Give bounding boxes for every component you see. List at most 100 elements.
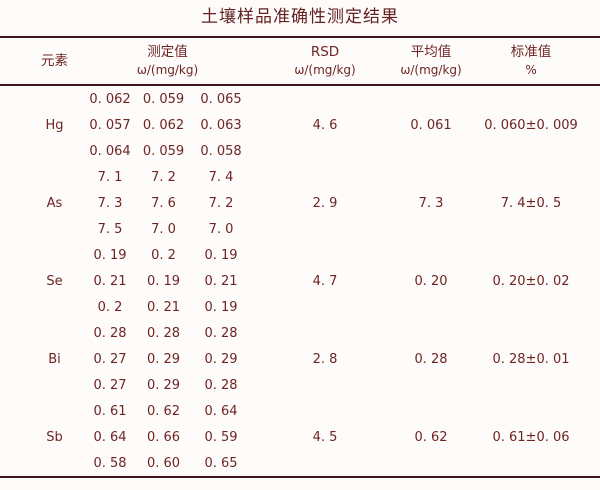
measured-value-cell: 0. 60 [146,455,181,471]
measured-value-cell: 0. 29 [204,351,238,367]
measured-value-cell: 0. 2 [151,247,176,263]
measured-value-cell: 0. 2 [97,299,123,315]
table-header: 元素 测定值 ω/(mg/kg) RSD ω/(mg/kg) 平均值 ω/(mg… [0,37,600,85]
header-average-label: 平均值 [410,44,452,60]
table-row: As 7. 1 7. 2 7. 4 2. 9 7. 3 7. 4±0. 5 [0,164,600,211]
header-standard: 标准值 % [462,37,600,85]
header-average: 平均值 ω/(mg/kg) [400,37,462,85]
table-row: 0. 27 0. 29 0. 28 [0,372,600,398]
element-cell: As [46,195,63,211]
measured-value-cell: 0. 29 [146,377,181,393]
measured-value-cell: 0. 058 [200,143,242,159]
standard-cell: 0. 61±0. 06 [492,429,570,445]
measured-value-cell: 0. 59 [204,429,238,445]
measured-value-cell: 0. 062 [89,91,131,107]
measured-value-cell: 0. 064 [89,143,131,159]
table-row: Sb 0. 61 0. 62 0. 64 4. 5 0. 62 0. 61±0.… [0,398,600,445]
measured-value-cell: 0. 19 [146,273,181,289]
average-cell: 7. 3 [418,195,444,211]
measured-value-cell: 0. 27 [93,377,127,393]
standard-cell: 0. 28±0. 01 [492,351,570,367]
element-cell: Hg [45,117,64,133]
table-row: 0. 58 0. 60 0. 65 [0,450,600,477]
header-element: 元素 [0,37,85,85]
element-cell: Bi [48,351,61,367]
measured-value-cell: 7. 2 [208,195,234,211]
measured-value-cell: 0. 28 [146,325,181,341]
element-cell: Sb [46,429,63,445]
rsd-cell: 4. 6 [312,117,338,133]
average-cell: 0. 20 [414,273,448,289]
rsd-cell: 2. 8 [312,351,338,367]
average-cell: 0. 061 [410,117,452,133]
measured-value-cell: 0. 29 [146,351,181,367]
rsd-cell: 2. 9 [312,195,338,211]
measured-value-cell: 0. 61 [93,403,127,419]
measured-value-cell: 0. 58 [93,455,127,471]
results-table: 元素 测定值 ω/(mg/kg) RSD ω/(mg/kg) 平均值 ω/(mg… [0,36,600,478]
measured-value-cell: 0. 66 [146,429,181,445]
rsd-cell: 4. 7 [312,273,338,289]
header-rsd-unit: ω/(mg/kg) [294,63,356,77]
header-average-unit: ω/(mg/kg) [400,63,462,77]
measured-value-cell: 0. 21 [93,273,127,289]
measured-value-cell: 7. 4 [208,169,234,185]
header-standard-unit: % [525,63,537,77]
standard-cell: 0. 060±0. 009 [484,117,578,133]
header-row: 元素 测定值 ω/(mg/kg) RSD ω/(mg/kg) 平均值 ω/(mg… [0,37,600,85]
measured-value-cell: 0. 62 [146,403,181,419]
measured-value-cell: 0. 19 [204,247,238,263]
header-measured-label: 测定值 [147,44,188,60]
header-rsd-label: RSD [310,44,340,60]
average-cell: 0. 62 [414,429,448,445]
measured-value-cell: 7. 0 [151,221,176,237]
header-standard-label: 标准值 [510,44,552,60]
measured-value-cell: 7. 3 [97,195,123,211]
measured-value-cell: 0. 19 [93,247,127,263]
table-body: Hg 0. 062 0. 059 0. 065 4. 6 0. 061 0. 0… [0,85,600,477]
table-row: 7. 5 7. 0 7. 0 [0,216,600,242]
table-row: 0. 057 0. 062 0. 063 [0,112,600,138]
standard-cell: 7. 4±0. 5 [500,195,562,211]
average-cell: 0. 28 [414,351,448,367]
measured-value-cell: 7. 2 [151,169,176,185]
measured-value-cell: 7. 1 [97,169,123,185]
measured-value-cell: 0. 28 [204,377,238,393]
measured-value-cell: 0. 28 [204,325,238,341]
measured-value-cell: 0. 64 [93,429,127,445]
measured-value-cell: 0. 21 [204,273,238,289]
table-row: 0. 2 0. 21 0. 19 [0,294,600,320]
table-row: 0. 64 0. 66 0. 59 [0,424,600,450]
measured-value-cell: 0. 062 [142,117,185,133]
table-row: Hg 0. 062 0. 059 0. 065 4. 6 0. 061 0. 0… [0,85,600,133]
measured-value-cell: 0. 64 [204,403,238,419]
measured-value-cell: 0. 063 [200,117,242,133]
measured-value-cell: 0. 65 [204,455,238,471]
measured-value-cell: 0. 19 [204,299,238,315]
measured-value-cell: 0. 059 [142,91,185,107]
standard-cell: 0. 20±0. 02 [492,273,570,289]
measured-value-cell: 0. 059 [142,143,185,159]
measured-value-cell: 0. 27 [93,351,127,367]
measured-value-cell: 0. 057 [89,117,131,133]
measured-value-cell: 7. 0 [208,221,234,237]
table-row: 0. 21 0. 19 0. 21 [0,268,600,294]
table-title: 土壤样品准确性测定结果 [201,7,399,27]
header-rsd: RSD ω/(mg/kg) [250,37,400,85]
table-row: 7. 3 7. 6 7. 2 [0,190,600,216]
measured-value-cell: 7. 6 [151,195,176,211]
header-measured-unit: ω/(mg/kg) [136,63,199,77]
table-row: 0. 064 0. 059 0. 058 [0,138,600,164]
table-row: Bi 0. 28 0. 28 0. 28 2. 8 0. 28 0. 28±0.… [0,320,600,367]
element-cell: Se [46,273,63,289]
measured-value-cell: 0. 065 [200,91,242,107]
table-row: 0. 27 0. 29 0. 29 [0,346,600,372]
rsd-cell: 4. 5 [312,429,338,445]
measured-value-cell: 0. 28 [93,325,127,341]
measured-value-cell: 7. 5 [97,221,123,237]
header-measured: 测定值 ω/(mg/kg) [85,37,250,85]
table-row: Se 0. 19 0. 2 0. 19 4. 7 0. 20 0. 20±0. … [0,242,600,289]
measured-value-cell: 0. 21 [146,299,181,315]
header-element-label: 元素 [41,52,68,69]
